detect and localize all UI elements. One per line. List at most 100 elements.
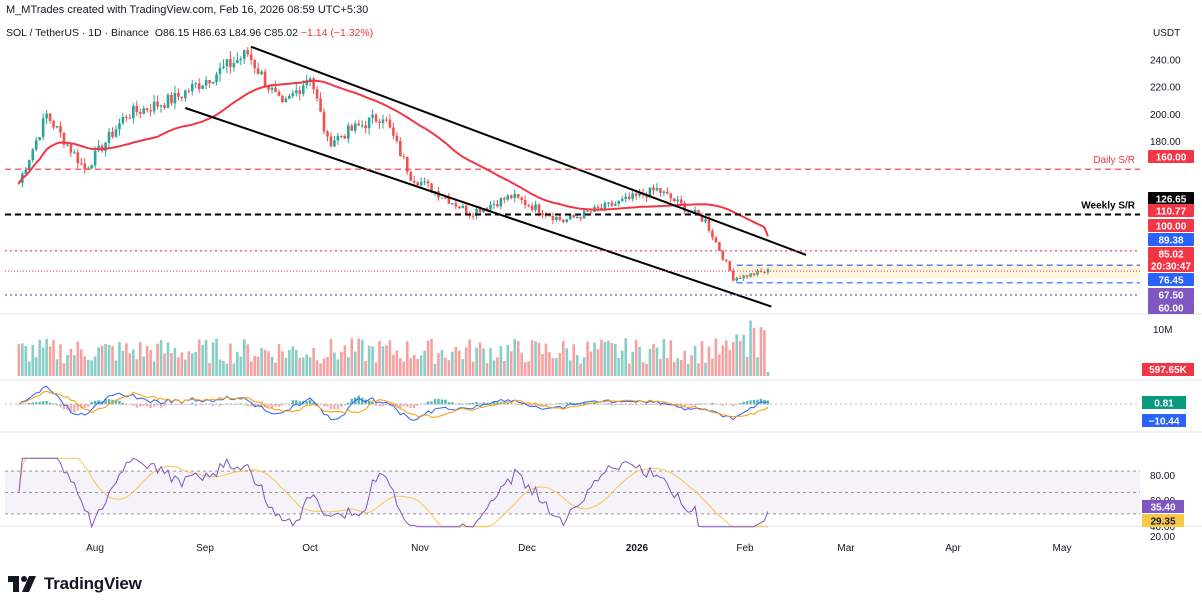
macd-histogram-bar bbox=[288, 403, 291, 405]
candle-body bbox=[374, 114, 378, 122]
macd-histogram-bar bbox=[444, 399, 447, 405]
volume-bar bbox=[142, 356, 146, 376]
low-label: L bbox=[229, 27, 235, 39]
volume-bar bbox=[426, 340, 430, 376]
macd-histogram-bar bbox=[732, 404, 735, 407]
candle-body bbox=[229, 59, 232, 68]
macd-histogram-bar bbox=[544, 404, 548, 407]
symbol-title[interactable]: SOL / TetherUS · 1D · Binance bbox=[6, 27, 149, 39]
macd-histogram-bar bbox=[752, 400, 756, 405]
candle-body bbox=[548, 215, 551, 217]
macd-histogram-bar bbox=[329, 404, 333, 410]
macd-histogram-bar bbox=[159, 404, 163, 408]
candle-body bbox=[246, 50, 250, 55]
candle-body bbox=[579, 217, 582, 219]
level-label-0: Daily S/R bbox=[1093, 155, 1135, 166]
macd-histogram-bar bbox=[308, 399, 312, 405]
rsi-tag-bg bbox=[1142, 514, 1184, 527]
tradingview-brand[interactable]: TradingView bbox=[8, 573, 142, 595]
time-tick-label: Dec bbox=[518, 543, 536, 554]
candle-body bbox=[568, 215, 572, 220]
volume-bar bbox=[156, 343, 159, 376]
candle-body bbox=[731, 270, 735, 281]
candle-body bbox=[669, 193, 673, 199]
candle-body bbox=[756, 270, 759, 276]
volume-bar bbox=[267, 351, 270, 376]
macd-histogram-bar bbox=[322, 404, 326, 407]
volume-bar bbox=[62, 363, 66, 376]
candle-body bbox=[620, 198, 624, 201]
volume-bar bbox=[707, 346, 711, 376]
volume-bar bbox=[402, 361, 406, 376]
macd-histogram-bar bbox=[562, 403, 565, 405]
candle-body bbox=[586, 210, 589, 212]
candle-body bbox=[662, 191, 666, 193]
candle-body bbox=[149, 110, 152, 112]
volume-bar bbox=[603, 341, 607, 376]
candle-body bbox=[138, 112, 142, 114]
price-tick-label: 200.00 bbox=[1150, 110, 1181, 121]
volume-bar bbox=[711, 358, 714, 376]
candle-body bbox=[222, 66, 225, 68]
macd-histogram-bar bbox=[305, 400, 308, 405]
candle-body bbox=[492, 203, 496, 205]
volume-bar bbox=[620, 350, 624, 376]
level-label-1: Weekly S/R bbox=[1081, 201, 1136, 212]
volume-bar bbox=[683, 350, 686, 376]
candle-body bbox=[170, 94, 173, 104]
candle-body bbox=[256, 68, 260, 75]
macd-histogram-bar bbox=[700, 403, 704, 405]
macd-histogram-bar bbox=[680, 404, 683, 406]
candle-body bbox=[208, 80, 211, 84]
macd-histogram-bar bbox=[468, 403, 471, 405]
macd-histogram-bar bbox=[683, 404, 686, 407]
candle-body bbox=[225, 59, 229, 67]
price-tag-bg bbox=[1148, 192, 1194, 205]
volume-bar bbox=[159, 339, 163, 376]
macd-histogram-bar bbox=[745, 401, 749, 405]
candle-body bbox=[159, 105, 163, 107]
rsi-tick-label: 20.00 bbox=[1150, 532, 1175, 543]
macd-histogram-bar bbox=[149, 404, 152, 409]
candle-body bbox=[114, 129, 118, 137]
volume-bar bbox=[121, 350, 125, 376]
candle-body bbox=[69, 144, 73, 153]
candle-body bbox=[288, 95, 291, 99]
candle-body bbox=[125, 117, 128, 119]
price-tag-label: 60.00 bbox=[1158, 304, 1183, 315]
rsi-band-fill bbox=[5, 471, 1140, 514]
macd-histogram-bar bbox=[222, 404, 225, 405]
price-tag-label: 76.45 bbox=[1158, 276, 1183, 287]
volume-bar bbox=[31, 344, 35, 376]
volume-bar bbox=[617, 357, 621, 376]
volume-bar bbox=[634, 339, 638, 376]
macd-histogram-bar bbox=[236, 403, 239, 405]
volume-bar bbox=[180, 352, 184, 376]
price-tag-bg bbox=[1148, 150, 1194, 163]
volume-bar bbox=[423, 350, 426, 376]
macd-histogram-bar bbox=[593, 403, 596, 405]
candle-body bbox=[672, 198, 676, 202]
macd-histogram-bar bbox=[121, 402, 125, 405]
macd-histogram-bar bbox=[617, 403, 620, 405]
volume-bar bbox=[281, 351, 284, 376]
macd-histogram-bar bbox=[634, 404, 638, 406]
volume-bar bbox=[83, 356, 87, 376]
candle-body bbox=[457, 206, 461, 209]
candle-body bbox=[166, 94, 170, 108]
volume-bar bbox=[378, 341, 381, 376]
candle-body bbox=[211, 82, 215, 84]
macd-histogram-bar bbox=[191, 402, 194, 405]
macd-histogram-bar bbox=[246, 404, 249, 407]
candle-body bbox=[399, 140, 402, 157]
volume-bar bbox=[371, 346, 374, 376]
candle-body bbox=[232, 63, 236, 68]
volume-bar bbox=[534, 341, 537, 376]
macd-histogram-bar bbox=[433, 399, 437, 405]
high-label: H bbox=[192, 27, 200, 39]
volume-bar bbox=[537, 342, 541, 376]
macd-histogram-bar bbox=[73, 404, 76, 413]
volume-bar bbox=[128, 353, 132, 376]
macd-histogram-bar bbox=[437, 398, 440, 405]
